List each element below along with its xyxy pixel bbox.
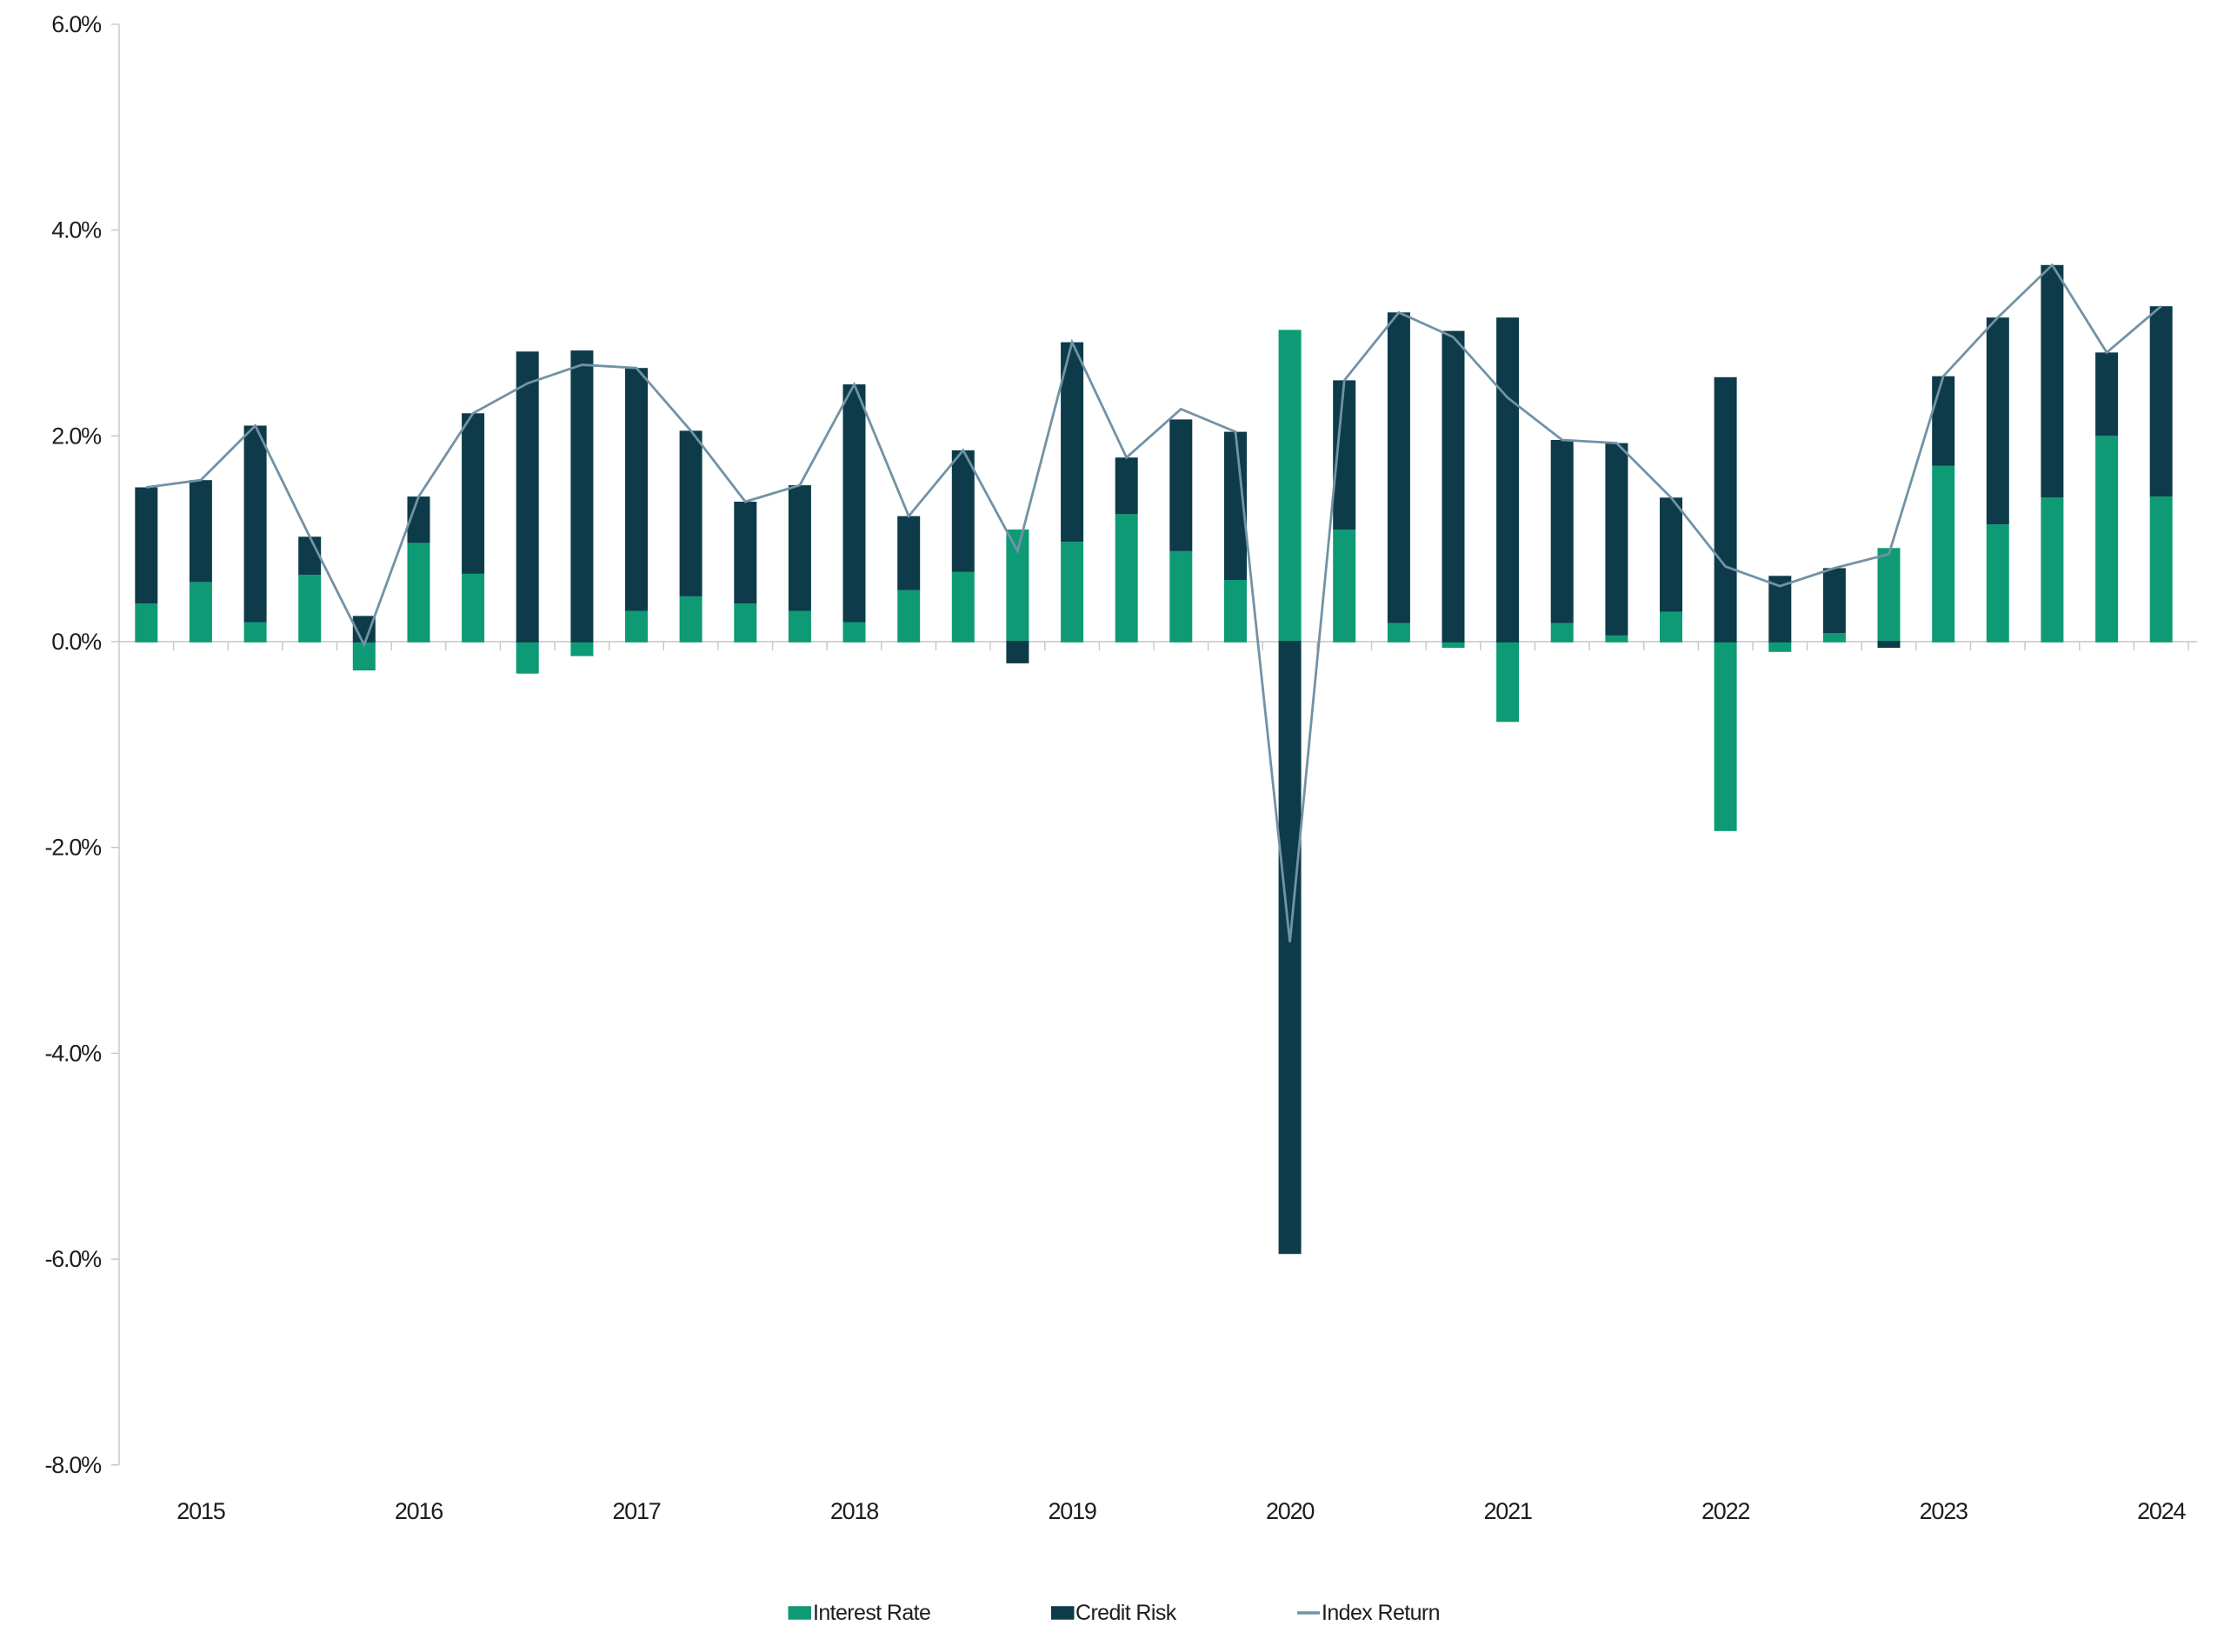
svg-text:2018: 2018: [830, 1498, 878, 1524]
svg-text:2019: 2019: [1048, 1498, 1095, 1524]
svg-text:Interest Rate: Interest Rate: [813, 1601, 930, 1625]
svg-text:4.0%: 4.0%: [51, 217, 102, 243]
svg-text:2017: 2017: [612, 1498, 660, 1524]
svg-text:2021: 2021: [1483, 1498, 1531, 1524]
svg-text:Index Return: Index Return: [1322, 1601, 1440, 1625]
svg-text:-4.0%: -4.0%: [44, 1040, 102, 1066]
svg-text:-8.0%: -8.0%: [44, 1452, 102, 1478]
svg-text:2015: 2015: [176, 1498, 224, 1524]
svg-text:0.0%: 0.0%: [51, 629, 102, 655]
svg-text:2020: 2020: [1266, 1498, 1314, 1524]
svg-text:2023: 2023: [1920, 1498, 1968, 1524]
svg-text:6.0%: 6.0%: [51, 11, 102, 37]
svg-text:2024: 2024: [2137, 1498, 2186, 1524]
svg-text:2016: 2016: [395, 1498, 443, 1524]
svg-text:2.0%: 2.0%: [51, 423, 102, 449]
svg-text:-2.0%: -2.0%: [44, 835, 102, 861]
svg-text:2022: 2022: [1701, 1498, 1749, 1524]
svg-text:Credit Risk: Credit Risk: [1075, 1601, 1177, 1625]
svg-text:-6.0%: -6.0%: [44, 1246, 102, 1272]
